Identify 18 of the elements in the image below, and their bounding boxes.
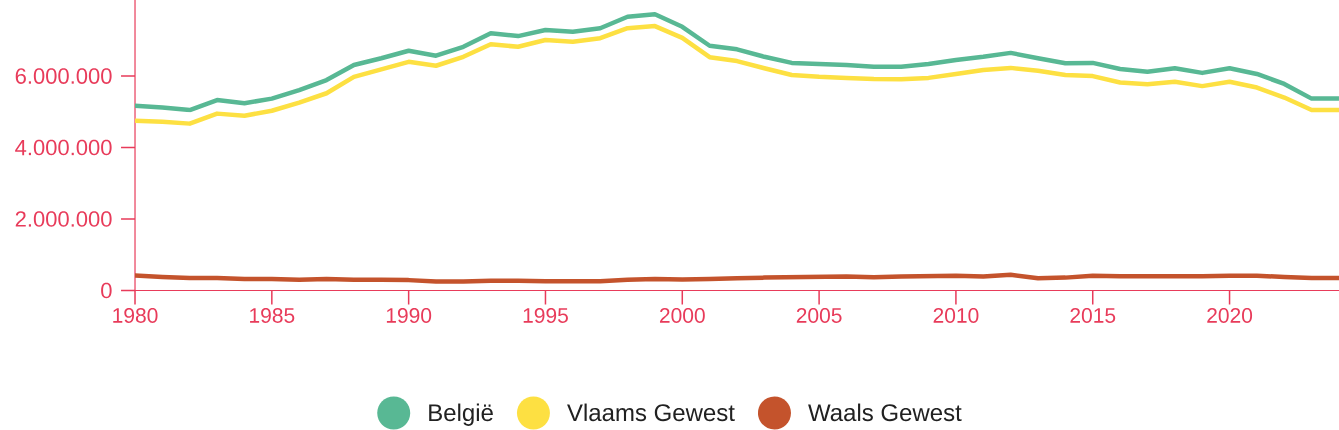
y-tick-label: 4.000.000 — [15, 139, 112, 156]
x-tick-label: 2000 — [659, 308, 705, 323]
y-tick-label: 0 — [101, 282, 112, 299]
y-tick-label: 6.000.000 — [15, 68, 112, 84]
x-tick-label: 1995 — [523, 308, 568, 323]
x-tick-label: 2020 — [1207, 308, 1253, 323]
x-tick-label: 2015 — [1070, 308, 1116, 323]
line-series — [135, 12, 1339, 113]
line-series — [135, 23, 1339, 126]
x-tick-label: 2010 — [933, 308, 979, 323]
legend-label: Vlaams Gewest — [567, 403, 735, 422]
legend-label: België — [429, 403, 493, 426]
x-tick-label: 1985 — [250, 308, 295, 323]
x-tick-label: 1980 — [113, 308, 158, 323]
x-tick-label: 1990 — [386, 308, 432, 323]
x-tick-label: 2005 — [796, 308, 842, 323]
y-tick-label: 2.000.000 — [15, 211, 112, 227]
legend-label: Waals Gewest — [808, 403, 962, 422]
